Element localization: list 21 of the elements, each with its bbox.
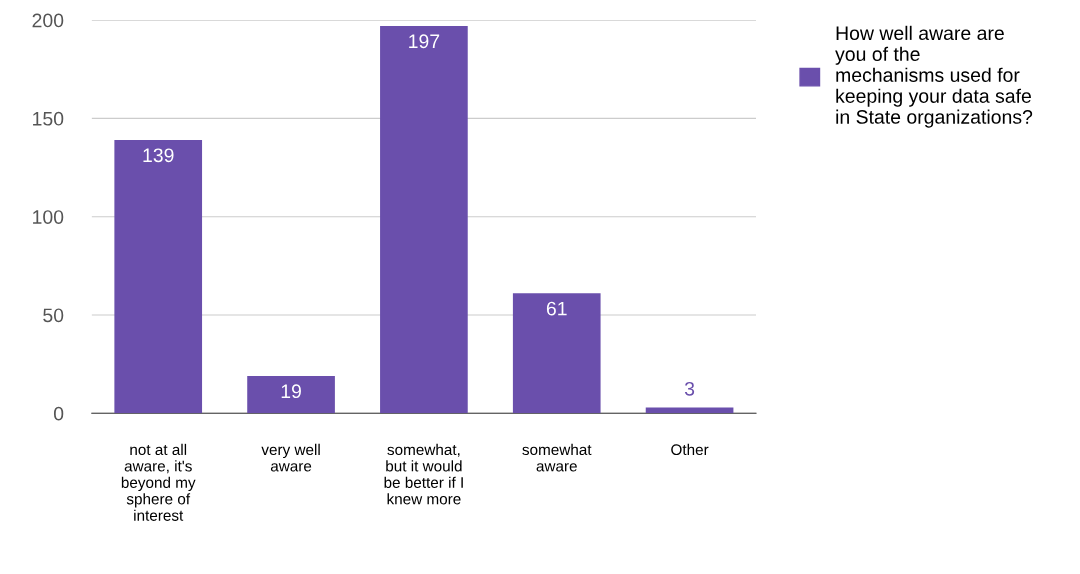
y-tick-label: 200: [32, 13, 64, 28]
data-label: 19: [281, 384, 301, 399]
bar: [645, 407, 734, 414]
bar: [380, 25, 468, 414]
data-label: 139: [143, 148, 174, 163]
bar: [512, 293, 601, 414]
x-tick-label: somewhat, but it would be better if I knew more: [384, 443, 463, 505]
x-tick-label: very well aware: [261, 443, 320, 472]
data-label: 3: [684, 381, 695, 396]
legend-label: How well aware are you of the mechanisms used for keeping your data safe in State organizations?: [835, 25, 1033, 128]
data-label: 61: [546, 301, 567, 316]
bar: [114, 140, 203, 414]
data-label: 197: [409, 34, 440, 49]
x-tick-label: somewhat aware: [522, 443, 592, 472]
bar: [247, 375, 335, 414]
y-tick-label: 0: [53, 406, 64, 421]
y-tick-label: 50: [43, 308, 64, 323]
y-tick-label: 150: [33, 111, 64, 126]
x-tick-label: not at all aware, it's beyond my sphere of interest: [121, 443, 196, 521]
y-tick-label: 100: [33, 210, 64, 224]
x-tick-label: Other: [671, 443, 709, 456]
